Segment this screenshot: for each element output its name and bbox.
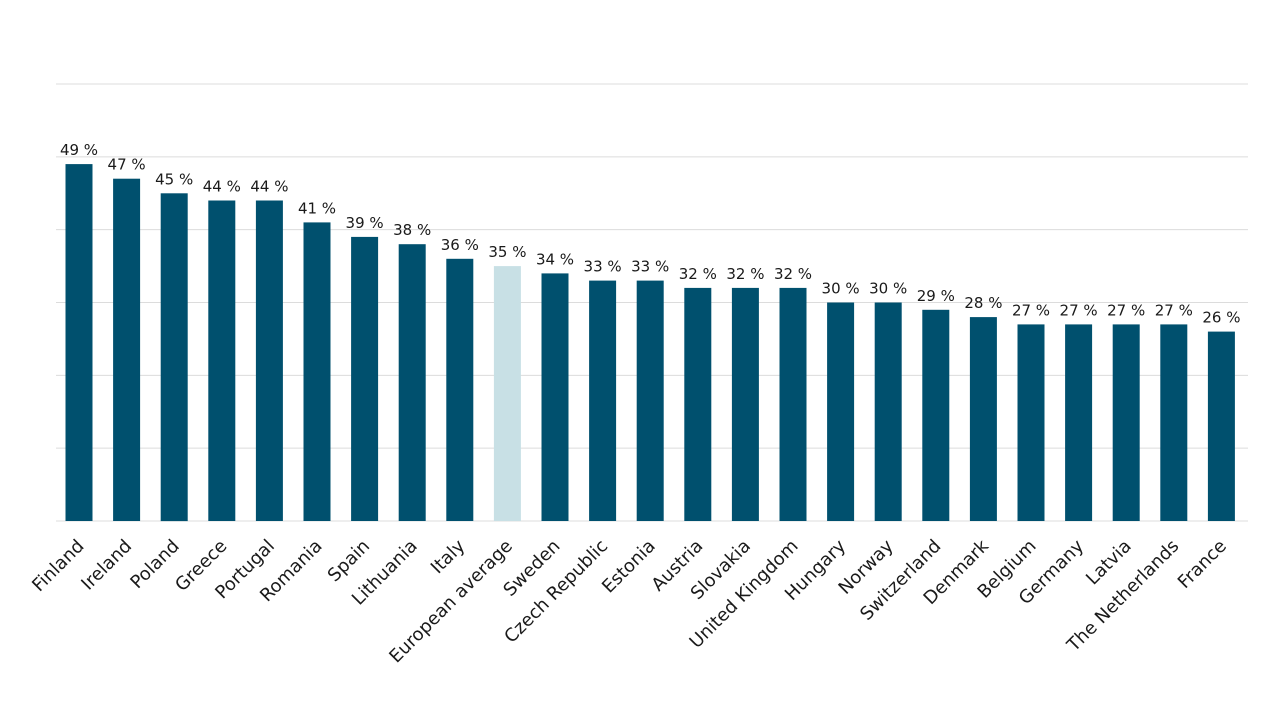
bar bbox=[160, 193, 188, 522]
data-label: 33 % bbox=[584, 258, 622, 276]
bar bbox=[731, 287, 759, 521]
data-label: 26 % bbox=[1202, 309, 1240, 327]
bar bbox=[827, 302, 855, 521]
bar bbox=[255, 200, 283, 521]
data-label: 30 % bbox=[822, 280, 860, 298]
bar bbox=[779, 287, 807, 521]
bar bbox=[1160, 324, 1188, 521]
bar bbox=[589, 280, 617, 521]
bar bbox=[969, 317, 997, 521]
data-label: 41 % bbox=[298, 199, 336, 217]
bar bbox=[636, 280, 664, 521]
bar bbox=[874, 302, 902, 521]
data-label: 34 % bbox=[536, 250, 574, 268]
data-label: 38 % bbox=[393, 221, 431, 239]
data-label: 30 % bbox=[869, 280, 907, 298]
data-label: 39 % bbox=[346, 214, 384, 232]
data-label: 28 % bbox=[964, 294, 1002, 312]
bar bbox=[1207, 331, 1235, 521]
data-label: 36 % bbox=[441, 236, 479, 254]
bar bbox=[398, 244, 426, 521]
bar bbox=[1017, 324, 1045, 521]
bar bbox=[446, 258, 474, 521]
value-labels: 49 % 47 % 45 % 44 % 44 % 41 % 39 % 38 % 36 % 35 %… bbox=[60, 141, 1241, 327]
bar bbox=[303, 222, 331, 521]
bar bbox=[541, 273, 569, 521]
data-label: 27 % bbox=[1060, 301, 1098, 319]
data-label: 44 % bbox=[203, 178, 241, 196]
tick-label: Ireland bbox=[77, 536, 136, 595]
bar bbox=[65, 164, 93, 521]
data-label: 32 % bbox=[774, 265, 812, 283]
data-label: 49 % bbox=[60, 141, 98, 159]
data-label: 27 % bbox=[1107, 301, 1145, 319]
data-label: 45 % bbox=[155, 170, 193, 188]
bar bbox=[113, 178, 141, 521]
data-label: 35 % bbox=[488, 243, 526, 261]
data-label: 32 % bbox=[726, 265, 764, 283]
data-label: 27 % bbox=[1155, 301, 1193, 319]
data-label: 32 % bbox=[679, 265, 717, 283]
data-label: 33 % bbox=[631, 258, 669, 276]
bar bbox=[1065, 324, 1093, 521]
data-label: 44 % bbox=[250, 178, 288, 196]
category-labels: FinlandIrelandPolandGreecePortugalRomani… bbox=[28, 535, 1231, 667]
bars bbox=[65, 164, 1235, 522]
tick-label: Italy bbox=[427, 535, 470, 578]
data-label: 29 % bbox=[917, 287, 955, 305]
bar bbox=[351, 236, 379, 521]
bar bbox=[208, 200, 236, 521]
data-label: 47 % bbox=[108, 156, 146, 174]
data-label: 27 % bbox=[1012, 301, 1050, 319]
tick-label: Finland bbox=[28, 536, 88, 596]
bar bbox=[493, 266, 521, 521]
bar bbox=[922, 309, 950, 521]
tick-label: France bbox=[1174, 536, 1231, 593]
bar bbox=[1112, 324, 1140, 521]
bar bbox=[684, 287, 712, 521]
tick-label: Estonia bbox=[598, 536, 660, 598]
